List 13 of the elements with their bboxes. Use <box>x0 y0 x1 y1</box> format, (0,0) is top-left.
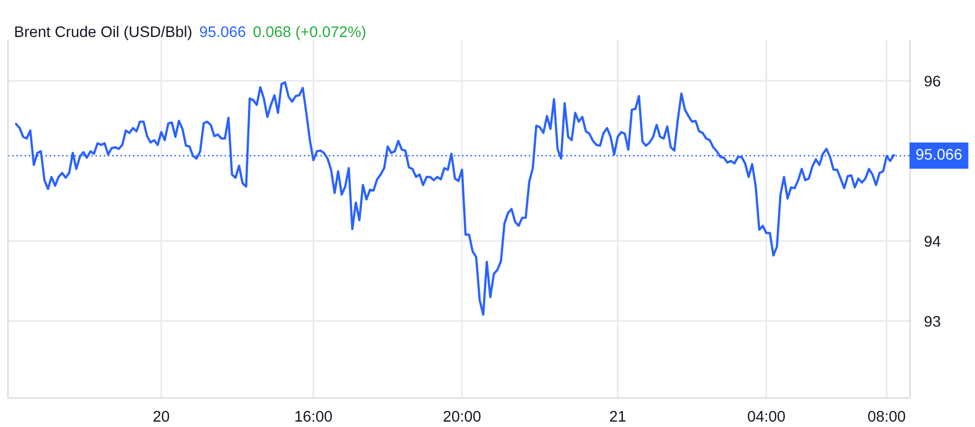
x-tick-label: 04:00 <box>748 410 785 422</box>
x-tick-label: 20 <box>153 410 170 422</box>
x-tick-label: 20:00 <box>444 410 481 422</box>
x-tick-label: 21 <box>610 410 626 422</box>
y-tick-label: 93 <box>924 316 940 327</box>
annotation: 0.068 (+0.072%) <box>253 26 366 40</box>
x-tick-label: 16:00 <box>295 410 332 422</box>
y-tick-label: 96 <box>924 76 940 87</box>
chart-title: Brent Crude Oil (USD/Bbl) <box>15 26 192 40</box>
text: 95.066 <box>200 26 246 38</box>
x-tick-label: 08:00 <box>868 410 906 422</box>
ref-line-label: 95.066 <box>916 148 962 160</box>
y-tick-label: 94 <box>924 236 940 247</box>
